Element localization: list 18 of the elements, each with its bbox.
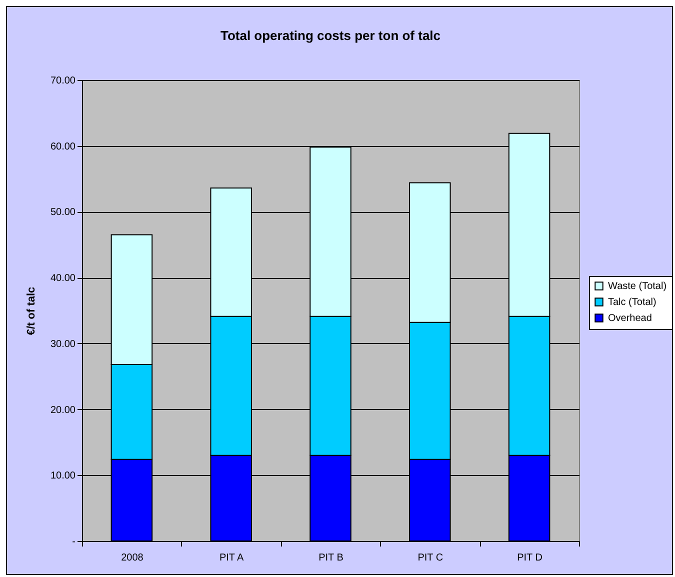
x-tick-label: PIT A [219, 552, 244, 564]
y-tick-label: - [72, 536, 76, 548]
y-axis-title: €/t of talc [25, 286, 38, 336]
x-tick-label: PIT D [517, 552, 542, 564]
y-tick-label: 60.00 [50, 141, 76, 152]
y-tick-label: 10.00 [50, 470, 76, 482]
y-tick-label: 50.00 [50, 207, 76, 218]
legend-label: Waste (Total) [608, 281, 667, 292]
x-tick-label: PIT B [318, 552, 344, 564]
y-tick-label: 40.00 [50, 273, 76, 284]
y-tick-label: 20.00 [50, 404, 76, 416]
legend-label: Overhead [608, 313, 652, 324]
y-tick-label: 70.00 [50, 76, 76, 86]
x-tick-label: 2008 [121, 552, 144, 564]
chart-title: Total operating costs per ton of talc [220, 28, 441, 43]
x-tick-label: PIT C [418, 552, 444, 564]
legend-label: Talc (Total) [608, 297, 656, 308]
y-tick-label: 30.00 [50, 338, 76, 350]
